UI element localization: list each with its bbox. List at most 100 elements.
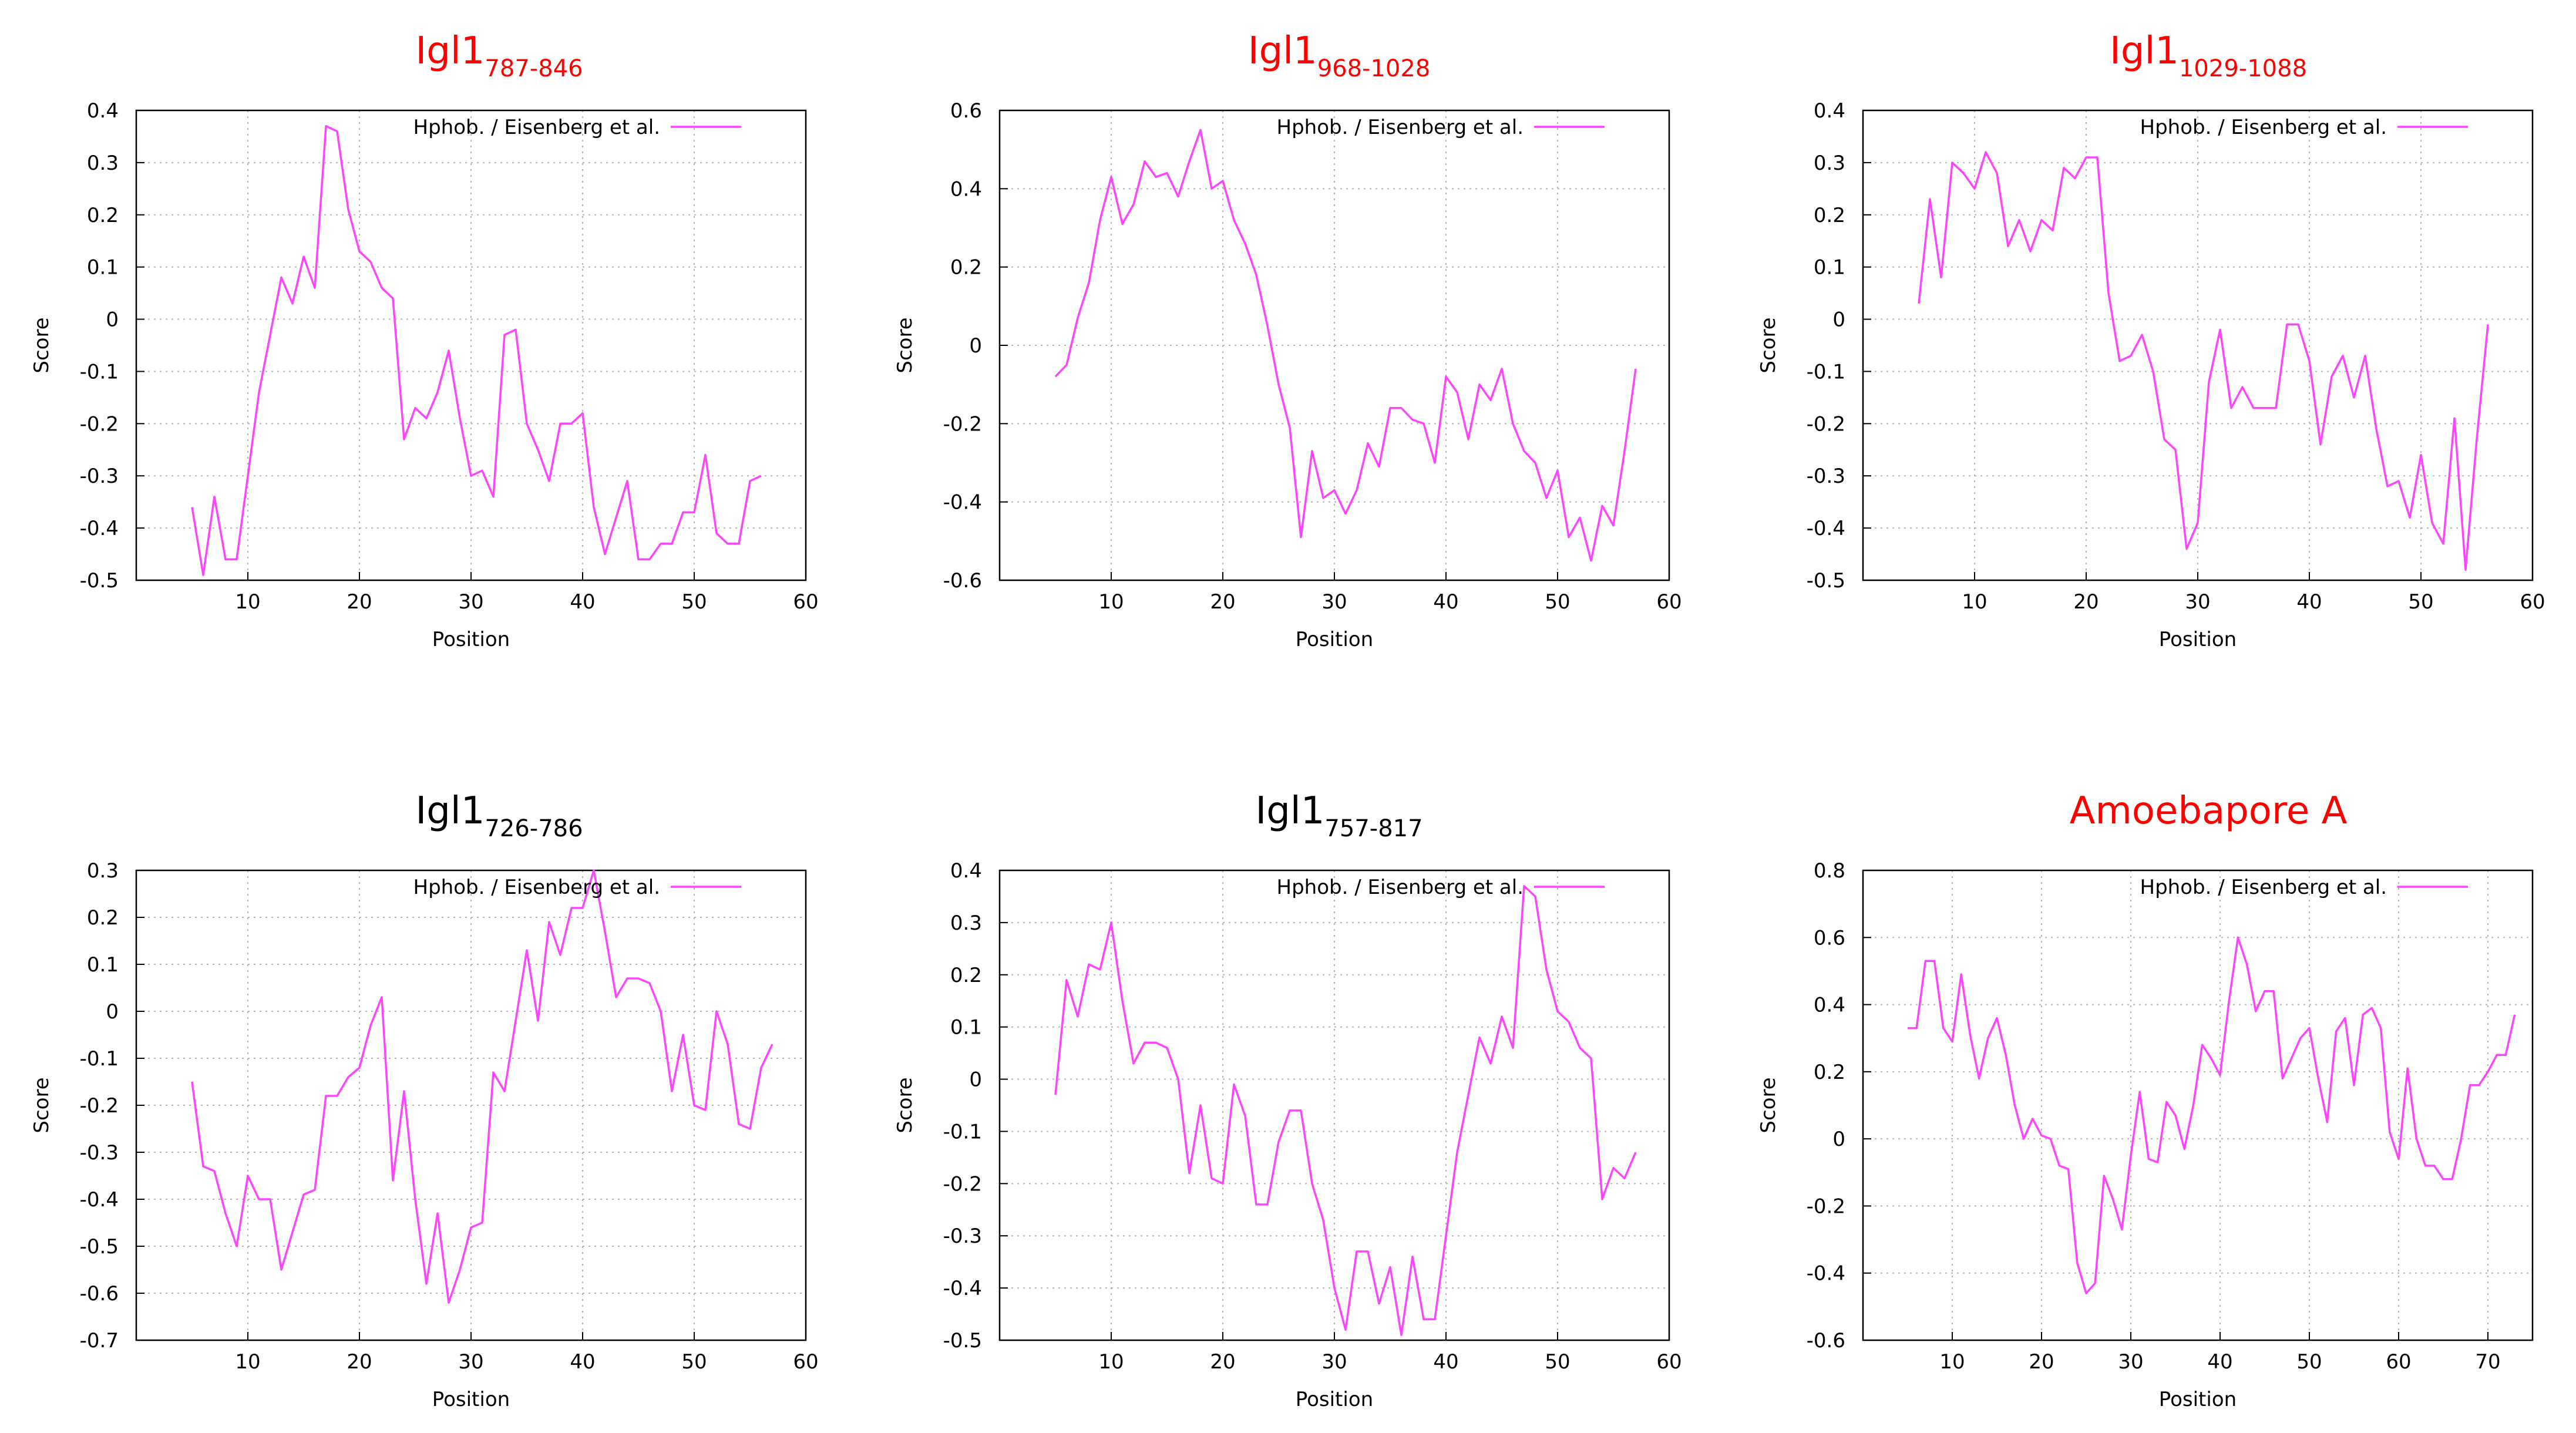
chart-title-subscript: 726-786	[485, 815, 583, 842]
chart-title-main: Igl1	[1255, 789, 1324, 833]
y-tick-label: 0.3	[87, 152, 119, 175]
y-tick-label: 0.1	[950, 1016, 982, 1040]
chart-title: Igl1726-786	[415, 789, 583, 842]
x-axis-label: Position	[432, 1388, 510, 1411]
y-tick-label: 0.2	[87, 204, 119, 227]
y-tick-label: -0.2	[943, 1172, 982, 1196]
y-tick-label: 0.2	[87, 906, 119, 930]
chart-title: Igl1968-1028	[1248, 29, 1431, 82]
chart-title-subscript: 968-1028	[1317, 55, 1431, 82]
chart-panel-4: 10 20 30 40 50 60 -0.7 -0.6 -0.5 -0.4 -0.3 -0.2 -0.1…	[30, 789, 819, 1411]
y-tick-label: 0	[1832, 1128, 1845, 1151]
legend-label: Hphob. / Eisenberg et al.	[1277, 116, 1524, 139]
x-tick-label: 50	[681, 590, 707, 614]
y-tick-label: -0.1	[1807, 360, 1845, 384]
series-line	[191, 125, 762, 576]
x-tick-label: 30	[2118, 1350, 2143, 1374]
legend-label: Hphob. / Eisenberg et al.	[413, 876, 660, 899]
y-tick-label: -0.4	[943, 1277, 982, 1300]
y-axis-label: Score	[1757, 317, 1780, 373]
x-tick-label: 60	[793, 590, 818, 614]
chart-panel-1: 10 20 30 40 50 60 -0.5 -0.4 -0.3 -0.2 -0.1 0 0.1 0.2 0…	[30, 29, 819, 651]
y-axis-label: Score	[30, 1077, 53, 1133]
y-tick-label: -0.1	[80, 360, 119, 384]
y-tick-label: -0.5	[1807, 569, 1845, 593]
chart-panel-2: 10 20 30 40 50 60 -0.6 -0.4 -0.2 0 0.2 0.4 0.6 Positi…	[893, 29, 1682, 651]
y-tick-label: 0.3	[87, 859, 119, 883]
y-tick-label: -0.1	[943, 1120, 982, 1143]
y-tick-label: -0.5	[80, 569, 119, 593]
x-tick-label: 50	[1545, 590, 1570, 614]
y-tick-label: 0.1	[87, 953, 119, 977]
x-tick-label: 10	[1098, 1350, 1124, 1374]
y-tick-label: -0.4	[1807, 1262, 1845, 1286]
x-tick-label: 40	[570, 1350, 595, 1374]
y-tick-label: -0.6	[80, 1282, 119, 1306]
y-tick-label: -0.3	[80, 1141, 119, 1165]
y-tick-label: -0.2	[1807, 1195, 1845, 1218]
chart-title: Igl1757-817	[1255, 789, 1422, 842]
chart-title-subscript: 1029-1088	[2179, 55, 2307, 82]
chart-title-main: Igl1	[1248, 29, 1317, 73]
y-tick-label: 0	[969, 1068, 982, 1092]
series-line	[191, 869, 774, 1304]
x-tick-label: 60	[793, 1350, 818, 1374]
x-tick-label: 60	[1656, 1350, 1682, 1374]
chart-title-subscript: 787-846	[485, 55, 583, 82]
chart-title-main: Igl1	[415, 29, 485, 73]
y-tick-label: 0.2	[950, 256, 982, 280]
y-tick-label: 0.3	[950, 911, 982, 935]
x-tick-label: 60	[2386, 1350, 2411, 1374]
x-tick-label: 40	[1433, 1350, 1458, 1374]
series-line	[1054, 884, 1637, 1336]
chart-title-main: Igl1	[2110, 29, 2179, 73]
series-line	[1908, 936, 2516, 1294]
x-tick-label: 20	[347, 1350, 372, 1374]
chart-panel-6: 10 20 30 40 50 60 70 -0.6 -0.4 -0.2 0 0.2 0.4 0.6 0.8 P…	[1757, 789, 2534, 1411]
series-line	[1054, 129, 1637, 562]
y-tick-label: 0	[106, 1000, 119, 1024]
y-tick-label: 0.1	[87, 256, 119, 280]
y-tick-label: 0.1	[1814, 256, 1845, 280]
x-tick-label: 40	[1433, 590, 1458, 614]
y-tick-label: 0	[969, 334, 982, 358]
legend-label: Hphob. / Eisenberg et al.	[2140, 116, 2387, 139]
x-tick-label: 40	[2296, 590, 2322, 614]
x-axis-label: Position	[2159, 1388, 2237, 1411]
y-axis-label: Score	[30, 317, 53, 373]
y-tick-label: 0.4	[950, 859, 982, 883]
y-tick-label: 0.4	[1814, 994, 1845, 1017]
x-tick-label: 70	[2475, 1350, 2500, 1374]
y-axis-label: Score	[893, 1077, 917, 1133]
x-tick-label: 10	[1939, 1350, 1965, 1374]
x-tick-label: 30	[458, 590, 483, 614]
x-tick-label: 50	[2408, 590, 2433, 614]
x-tick-label: 30	[1321, 1350, 1347, 1374]
x-tick-label: 30	[458, 1350, 483, 1374]
y-tick-label: -0.3	[80, 465, 119, 488]
x-tick-label: 60	[2520, 590, 2545, 614]
legend-label: Hphob. / Eisenberg et al.	[1277, 876, 1524, 899]
y-tick-label: 0.6	[950, 99, 982, 123]
y-tick-label: 0.2	[1814, 204, 1845, 227]
x-axis-label: Position	[1296, 628, 1373, 651]
x-tick-label: 20	[1210, 590, 1235, 614]
y-tick-label: -0.4	[80, 1188, 119, 1212]
x-tick-label: 20	[2073, 590, 2099, 614]
y-tick-label: 0	[1832, 308, 1845, 332]
x-tick-label: 60	[1656, 590, 1682, 614]
x-axis-label: Position	[1296, 1388, 1373, 1411]
y-tick-label: 0.2	[1814, 1061, 1845, 1084]
y-tick-label: -0.5	[80, 1235, 119, 1259]
x-axis-label: Position	[432, 628, 510, 651]
x-tick-label: 50	[1545, 1350, 1570, 1374]
y-tick-label: 0.6	[1814, 926, 1845, 950]
x-tick-label: 50	[2296, 1350, 2322, 1374]
x-tick-label: 10	[1962, 590, 1987, 614]
chart-title: Amoebapore A	[2070, 789, 2348, 833]
legend-label: Hphob. / Eisenberg et al.	[413, 116, 660, 139]
x-tick-label: 40	[2207, 1350, 2232, 1374]
chart-title: Igl1787-846	[415, 29, 583, 82]
chart-title-main: Igl1	[415, 789, 485, 833]
